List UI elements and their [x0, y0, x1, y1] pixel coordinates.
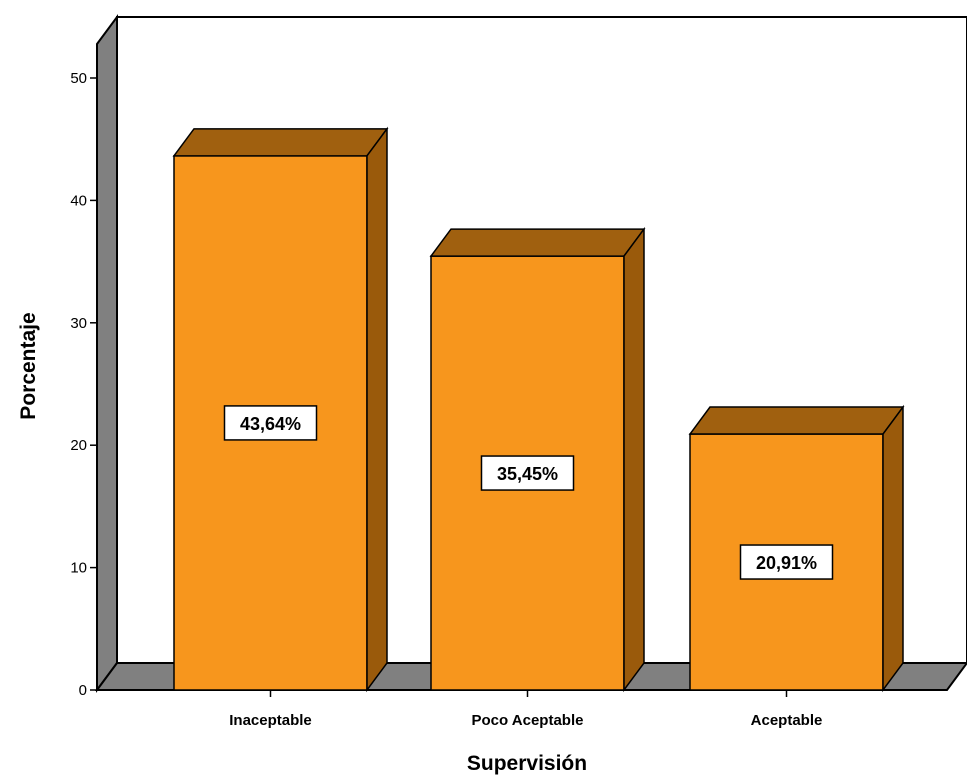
- y-axis-title: Porcentaje: [17, 312, 40, 419]
- y-tick-label: 30: [70, 315, 87, 332]
- bar-top: [172, 128, 389, 157]
- y-axis: 0 10 20 30 40 50: [70, 70, 97, 699]
- data-label-box: [739, 544, 834, 580]
- data-label: 43,64%: [240, 414, 301, 434]
- x-tick-label: Poco Aceptable: [472, 712, 584, 729]
- y-tick-label: 10: [70, 560, 87, 577]
- data-label-box: [480, 455, 575, 491]
- x-tick-label: Aceptable: [751, 712, 823, 729]
- data-label: 35,45%: [497, 464, 558, 484]
- bar-group: 20,91%: [688, 404, 905, 693]
- x-axis: Inaceptable Poco Aceptable Aceptable: [229, 690, 822, 729]
- bar-side: [366, 126, 388, 693]
- bar-side: [882, 404, 904, 693]
- x-axis-title: Supervisión: [467, 752, 587, 775]
- bar-top: [429, 228, 646, 257]
- data-label-box: [223, 405, 318, 441]
- y-tick-label: 50: [70, 70, 87, 87]
- y-tick-label: 40: [70, 192, 87, 209]
- data-label: 20,91%: [756, 553, 817, 573]
- y-tick-label: 0: [79, 682, 87, 699]
- bar-side: [623, 226, 645, 693]
- bar-top: [688, 406, 905, 435]
- x-tick-label: Inaceptable: [229, 712, 312, 729]
- bars: 43,64% 35,45% 20,91%: [172, 126, 905, 693]
- y-tick-label: 20: [70, 437, 87, 454]
- side-wall: [96, 13, 118, 694]
- bar-group: 35,45%: [429, 226, 646, 693]
- bar-group: 43,64%: [172, 126, 389, 693]
